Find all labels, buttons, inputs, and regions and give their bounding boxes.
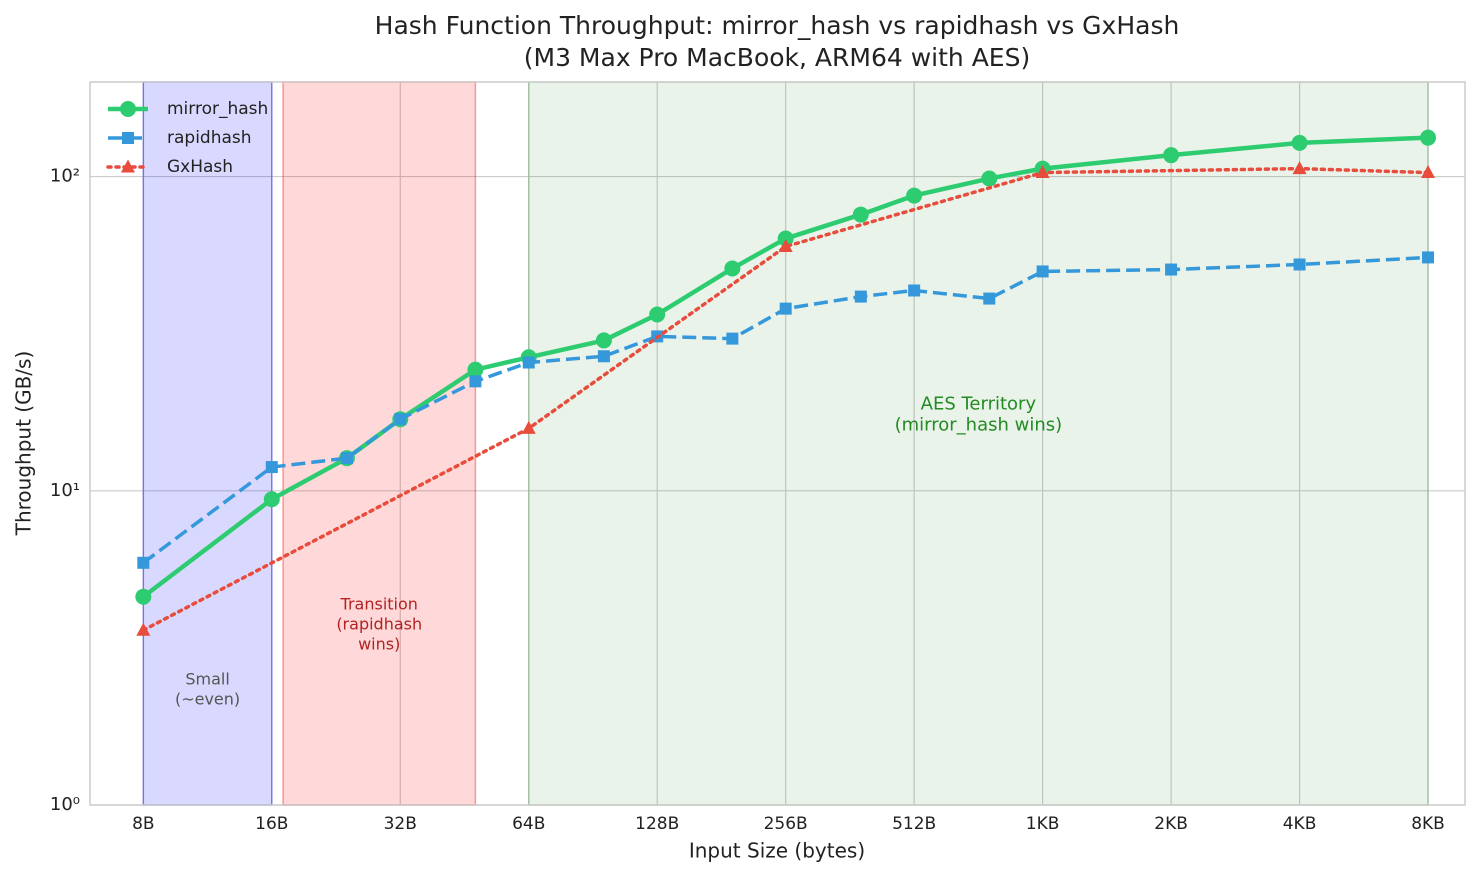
marker xyxy=(394,413,407,426)
region xyxy=(282,81,477,806)
legend-label: mirror_hash xyxy=(167,99,268,119)
region-label: Small xyxy=(185,670,229,689)
marker xyxy=(135,588,152,605)
marker xyxy=(724,260,741,277)
marker xyxy=(136,622,151,636)
marker xyxy=(1035,165,1050,179)
marker xyxy=(726,332,739,345)
region-label: (~even) xyxy=(175,690,240,709)
marker xyxy=(137,556,150,569)
marker xyxy=(908,284,921,297)
marker xyxy=(467,361,484,378)
x-tick-label: 8KB xyxy=(1411,814,1445,834)
marker xyxy=(1293,258,1306,271)
marker xyxy=(1420,129,1437,146)
legend-label: rapidhash xyxy=(167,128,252,148)
region-label: (rapidhash xyxy=(336,615,422,634)
legend-marker xyxy=(121,159,135,173)
legend: mirror_hash rapidhash GxHash xyxy=(106,99,268,177)
chart-subtitle: (M3 Max Pro MacBook, ARM64 with AES) xyxy=(524,43,1030,72)
y-tick-label: 10² xyxy=(50,166,80,187)
x-tick-label: 16B xyxy=(255,814,288,834)
x-axis-label: Input Size (bytes) xyxy=(689,839,865,863)
legend-marker xyxy=(120,101,136,117)
region xyxy=(527,81,1429,806)
marker xyxy=(1422,251,1435,264)
x-tick-label: 256B xyxy=(764,814,808,834)
x-tick-label: 2KB xyxy=(1154,814,1188,834)
region-label: wins) xyxy=(358,635,400,654)
marker xyxy=(1421,165,1436,179)
x-tick-label: 32B xyxy=(384,814,417,834)
legend-marker xyxy=(122,132,134,144)
marker xyxy=(521,420,536,434)
marker xyxy=(777,230,794,247)
plot-frame xyxy=(89,81,1466,806)
marker xyxy=(1291,134,1308,151)
marker xyxy=(469,375,482,388)
region-label: Transition xyxy=(340,595,418,614)
marker xyxy=(854,290,867,303)
region-label: AES Territory xyxy=(921,394,1037,415)
marker xyxy=(1165,263,1178,276)
y-tick-label: 10⁰ xyxy=(50,794,80,815)
marker xyxy=(649,306,666,323)
y-tick-label: 10¹ xyxy=(50,480,80,501)
marker xyxy=(265,461,278,474)
marker xyxy=(778,239,793,253)
marker xyxy=(1292,161,1307,175)
chart-title: Hash Function Throughput: mirror_hash vs… xyxy=(375,11,1180,40)
marker xyxy=(263,491,280,508)
series-line xyxy=(141,166,1430,632)
marker xyxy=(1163,147,1180,164)
marker xyxy=(522,356,535,369)
x-tick-label: 8B xyxy=(132,814,154,834)
marker xyxy=(852,206,869,223)
x-tick-label: 128B xyxy=(635,814,679,834)
marker xyxy=(340,452,353,465)
region xyxy=(142,81,273,806)
legend-label: GxHash xyxy=(167,157,233,177)
x-tick-label: 64B xyxy=(512,814,545,834)
marker xyxy=(779,302,792,315)
marker xyxy=(906,187,923,204)
marker xyxy=(981,170,998,187)
marker xyxy=(595,332,612,349)
marker xyxy=(597,350,610,363)
marker xyxy=(983,292,996,305)
x-tick-label: 512B xyxy=(892,814,936,834)
region-label: (mirror_hash wins) xyxy=(895,415,1063,436)
x-tick-label: 1KB xyxy=(1026,814,1060,834)
marker xyxy=(1036,265,1049,278)
y-axis-label: Throughput (GB/s) xyxy=(12,351,36,537)
x-tick-label: 4KB xyxy=(1283,814,1317,834)
